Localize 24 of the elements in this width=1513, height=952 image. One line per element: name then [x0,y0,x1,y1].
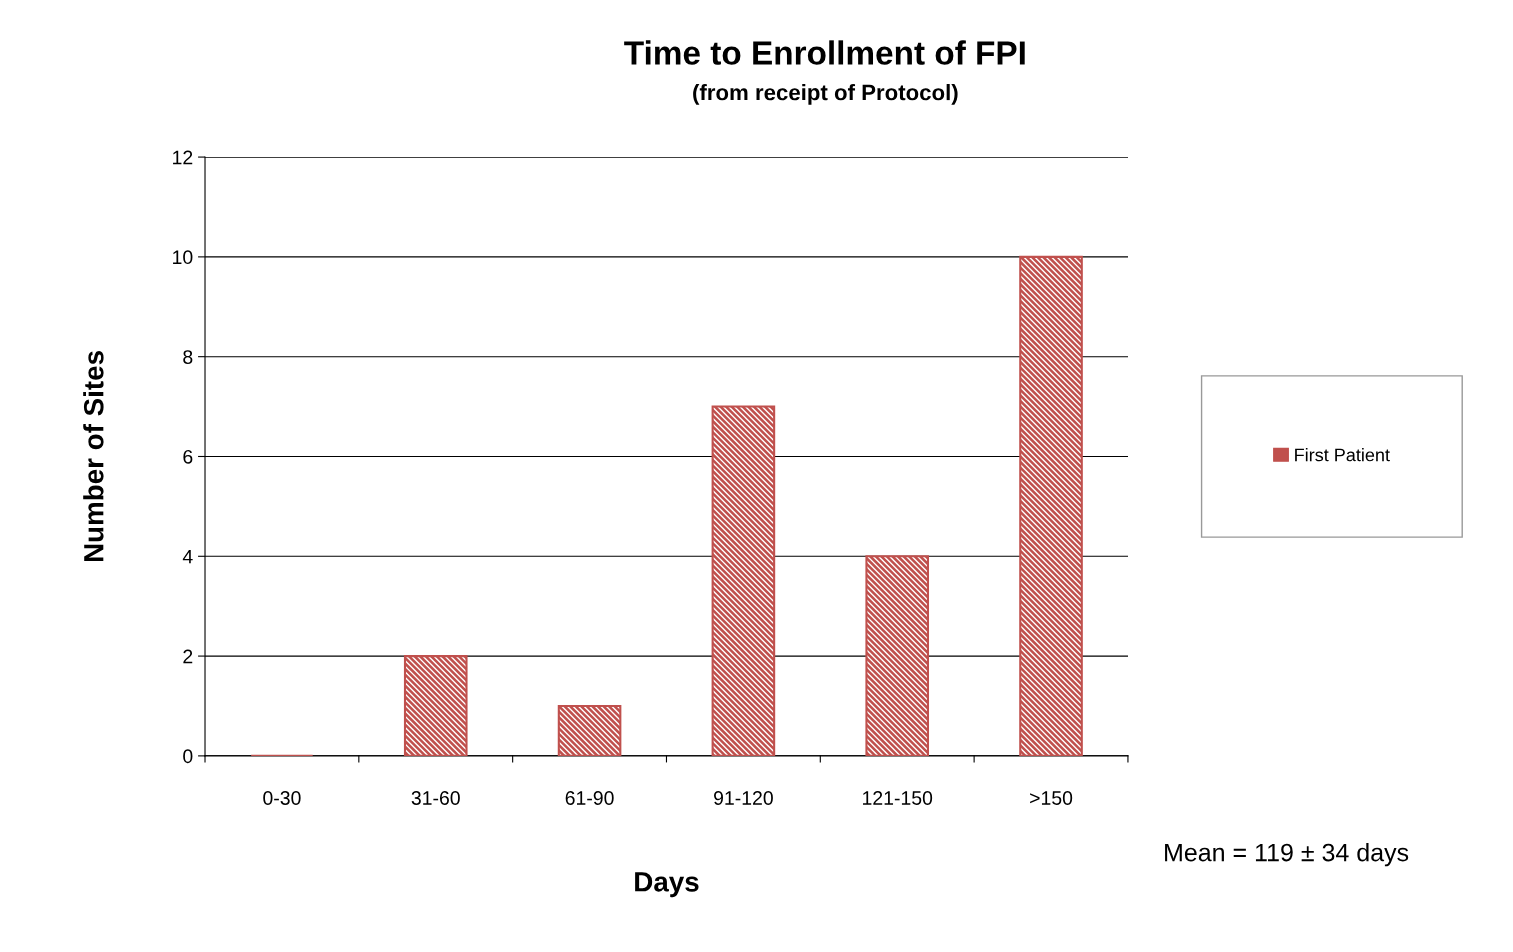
y-tick-label: 2 [183,649,193,664]
chart-subtitle: (from receipt of Protocol) [693,84,958,105]
bar [711,405,776,756]
bar [557,704,622,756]
text: Mean = 119 ± 34 days [1165,843,1409,867]
x-axis-title: Days [635,872,699,898]
y-tick-label: 10 [173,250,193,265]
y-tick-label: 8 [183,350,193,364]
legend-label: First Patient [1295,448,1390,462]
x-tick-label: 0-30 [263,791,301,805]
x-tick-label: 121-150 [863,791,933,805]
y-tick-label: 6 [183,449,193,464]
x-tick-label: >150 [1030,791,1073,805]
x-tick-label: 91-120 [714,791,773,805]
y-tick-label: 4 [182,549,193,564]
bar [865,555,930,756]
chart-title: Time to Enrollment of FPI [624,40,1025,65]
bar [403,655,468,756]
y-tick-label: 0 [183,749,193,764]
bar [1019,255,1083,756]
x-tick-label: 31-60 [411,791,460,805]
y-tick-label: 12 [173,150,193,165]
y-axis-title: Number of Sites [83,351,104,562]
x-tick-label: 61-90 [565,791,614,805]
